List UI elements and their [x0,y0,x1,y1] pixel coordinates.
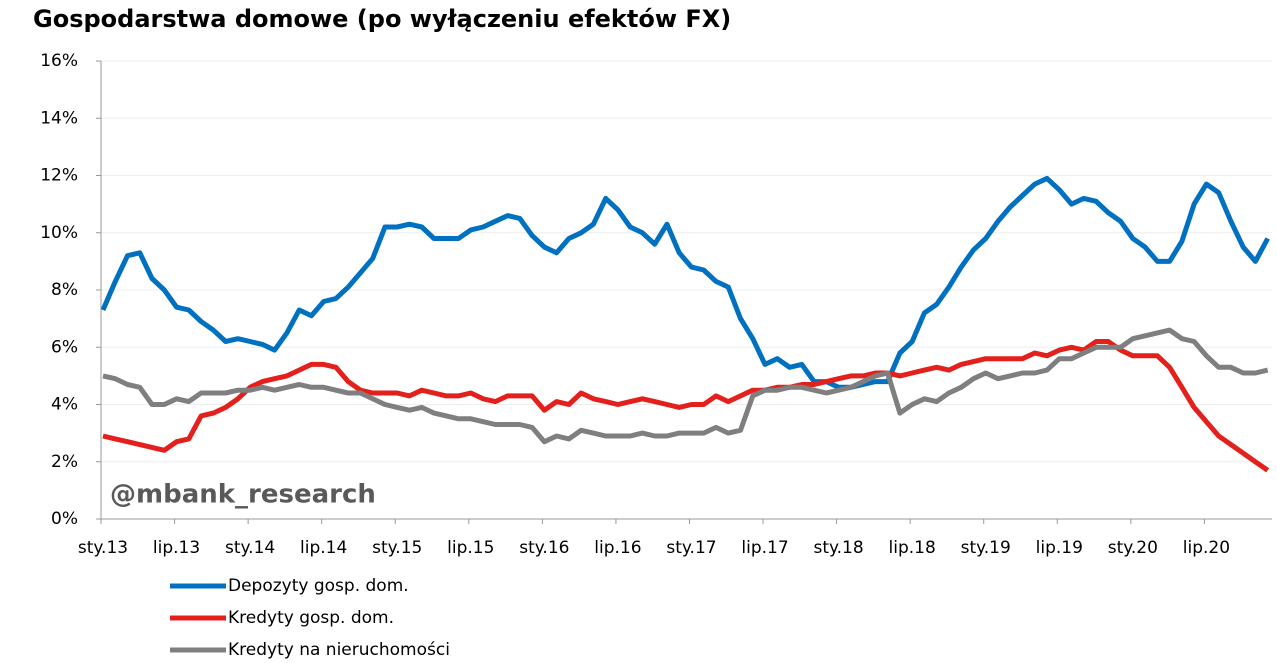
x-tick-label: lip.18 [889,538,936,558]
y-tick-label: 6% [51,337,78,357]
x-tick-label: lip.13 [153,538,200,558]
x-tick-label: lip.20 [1183,538,1230,558]
x-tick-label: lip.14 [300,538,347,558]
y-tick-label: 16% [40,51,78,71]
y-tick-label: 10% [40,223,78,243]
y-tick-label: 12% [40,166,78,186]
y-tick-label: 14% [40,108,78,128]
y-tick-label: 4% [51,395,78,415]
x-tick-label: lip.16 [594,538,641,558]
x-tick-label: lip.17 [741,538,788,558]
x-tick-label: sty.19 [961,538,1011,558]
chart-title: Gospodarstwa domowe (po wyłączeniu efekt… [33,5,731,33]
y-tick-label: 0% [51,509,78,529]
legend-label: Depozyty gosp. dom. [228,576,409,596]
x-tick-label: sty.20 [1108,538,1158,558]
y-tick-label: 2% [51,452,78,472]
x-tick-label: lip.19 [1036,538,1083,558]
series-line [102,327,1269,445]
x-tick-label: sty.15 [372,538,422,558]
legend-label: Kredyty na nieruchomości [228,640,450,660]
series-line [100,175,1270,390]
x-tick-label: sty.17 [666,538,716,558]
x-tick-label: lip.15 [447,538,494,558]
x-tick-label: sty.14 [225,538,275,558]
y-tick-label: 8% [51,280,78,300]
annotation: @mbank_research [110,480,376,510]
x-tick-label: sty.18 [813,538,863,558]
x-tick-label: sty.13 [78,538,128,558]
x-tick-label: sty.16 [519,538,569,558]
legend-label: Kredyty gosp. dom. [228,608,394,628]
series-line [102,339,1270,473]
